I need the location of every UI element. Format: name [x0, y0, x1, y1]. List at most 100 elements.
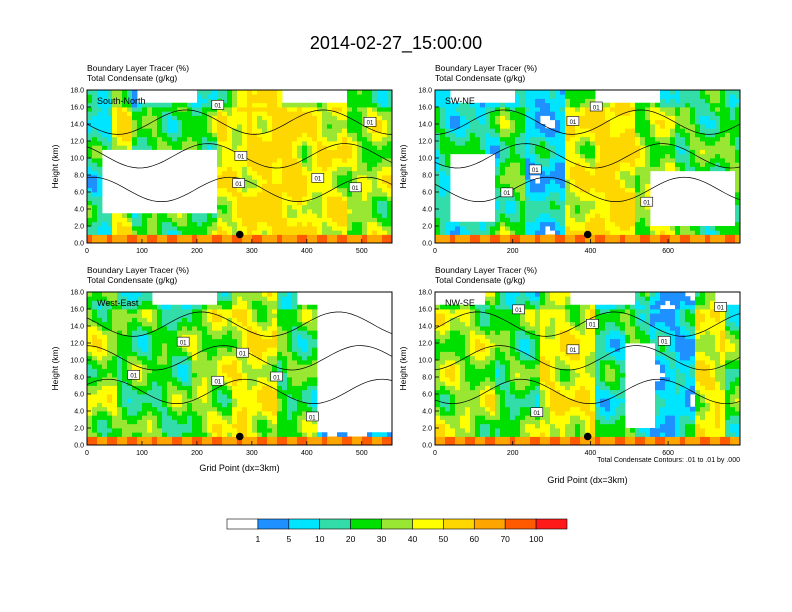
heatmap-cell	[102, 398, 108, 403]
heatmap-cell	[525, 166, 531, 172]
heatmap-cell	[237, 406, 243, 412]
heatmap-cell	[382, 204, 388, 210]
heatmap-cell	[565, 102, 571, 108]
heatmap-cell	[347, 162, 353, 167]
heatmap-cell	[357, 221, 363, 227]
heatmap-cell	[142, 398, 148, 403]
heatmap-cell	[277, 179, 283, 184]
heatmap-cell	[530, 192, 536, 197]
heatmap-cell	[590, 162, 596, 167]
heatmap-cell	[292, 136, 298, 142]
heatmap-cell	[87, 149, 93, 155]
heatmap-cell	[525, 183, 531, 189]
heatmap-cell	[292, 217, 298, 223]
heatmap-cell	[540, 226, 546, 231]
heatmap-cell	[435, 192, 441, 197]
heatmap-cell	[137, 326, 143, 331]
heatmap-cell	[555, 132, 561, 138]
heatmap-cell	[535, 141, 541, 146]
heatmap-cell	[535, 183, 541, 189]
heatmap-cell	[525, 170, 531, 176]
heatmap-cell	[620, 234, 626, 240]
heatmap-cell	[282, 175, 288, 180]
heatmap-cell	[595, 209, 601, 214]
heatmap-cell	[515, 119, 521, 125]
heatmap-cell	[107, 411, 113, 416]
heatmap-cell	[227, 196, 233, 201]
heatmap-cell	[357, 209, 363, 214]
heatmap-cell	[162, 321, 168, 327]
heatmap-cell	[227, 326, 233, 331]
heatmap-cell	[680, 162, 686, 167]
heatmap-cell	[142, 230, 148, 235]
heatmap-cell	[580, 221, 586, 227]
heatmap-cell	[92, 192, 98, 197]
heatmap-cell	[167, 304, 173, 310]
heatmap-cell	[252, 377, 258, 382]
heatmap-cell	[132, 347, 138, 352]
heatmap-cell	[262, 338, 268, 344]
heatmap-cell	[102, 145, 108, 150]
heatmap-cell	[575, 200, 581, 206]
heatmap-cell	[147, 347, 153, 352]
heatmap-cell	[197, 145, 203, 150]
heatmap-cell	[112, 98, 118, 104]
heatmap-cell	[297, 213, 303, 218]
heatmap-cell	[162, 128, 168, 133]
heatmap-cell	[510, 200, 516, 206]
heatmap-cell	[262, 132, 268, 138]
heatmap-cell	[282, 221, 288, 227]
heatmap-cell	[550, 217, 556, 223]
heatmap-cell	[162, 364, 168, 369]
heatmap-cell	[92, 415, 98, 420]
heatmap-cell	[157, 317, 163, 323]
heatmap-cell	[525, 136, 531, 142]
heatmap-cell	[515, 204, 521, 210]
heatmap-cell	[217, 226, 223, 231]
heatmap-cell	[560, 179, 566, 184]
heatmap-cell	[560, 132, 566, 138]
heatmap-cell	[480, 136, 486, 142]
heatmap-cell	[450, 115, 456, 121]
heatmap-cell	[585, 149, 591, 155]
heatmap-cell	[690, 158, 696, 163]
heatmap-cell	[357, 141, 363, 146]
heatmap-cell	[710, 128, 716, 133]
heatmap-cell	[515, 90, 521, 95]
heatmap-cell	[540, 107, 546, 112]
heatmap-cell	[162, 213, 168, 218]
heatmap-cell	[435, 149, 441, 155]
heatmap-cell	[362, 196, 368, 201]
heatmap-cell	[207, 111, 213, 116]
heatmap-cell	[252, 419, 258, 425]
heatmap-cell	[262, 377, 268, 382]
heatmap-cell	[535, 226, 541, 231]
heatmap-cell	[112, 119, 118, 125]
heatmap-cell	[192, 360, 198, 365]
heatmap-cell	[237, 338, 243, 344]
heatmap-cell	[252, 385, 258, 391]
heatmap-cell	[192, 343, 198, 348]
heatmap-cell	[635, 192, 641, 197]
heatmap-cell	[465, 149, 471, 155]
heatmap-cell	[465, 111, 471, 116]
heatmap-cell	[182, 436, 188, 442]
heatmap-cell	[277, 343, 283, 348]
heatmap-cell	[157, 230, 163, 235]
heatmap-cell	[445, 128, 451, 133]
heatmap-cell	[202, 90, 208, 95]
heatmap-cell	[182, 317, 188, 323]
heatmap-cell	[117, 338, 123, 344]
heatmap-cell	[377, 230, 383, 235]
heatmap-cell	[87, 204, 93, 210]
heatmap-cell	[277, 226, 283, 231]
heatmap-cell	[322, 141, 328, 146]
heatmap-cell	[630, 183, 636, 189]
heatmap-cell	[635, 238, 641, 243]
heatmap-cell	[112, 115, 118, 121]
heatmap-cell	[262, 98, 268, 104]
heatmap-cell	[272, 234, 278, 240]
heatmap-cell	[227, 351, 233, 357]
heatmap-cell	[440, 149, 446, 155]
heatmap-cell	[242, 107, 248, 112]
